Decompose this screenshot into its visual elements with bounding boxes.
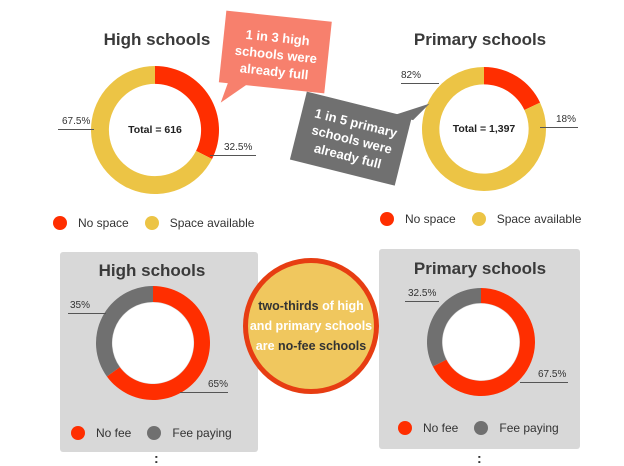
leader-line [401, 83, 439, 84]
pct-label-high-space-available: 67.5% [62, 116, 91, 127]
donut-slice-space-available [90, 66, 213, 194]
legend-label: Space available [169, 216, 255, 230]
donut-slice-no-space [484, 67, 541, 110]
legend-swatch [71, 426, 85, 440]
total-label-primary: Total = 1,397 [452, 123, 516, 135]
donut-slice-no-fee [432, 288, 535, 396]
legend-item-fee-paying: Fee paying [474, 421, 559, 435]
legend-item-space-available: Space available [471, 212, 582, 226]
callout-bubble-tail [393, 103, 430, 121]
legend-label: No fee [96, 426, 132, 440]
total-label-high: Total = 616 [128, 124, 182, 136]
legend-label: Space available [496, 212, 582, 226]
legend-swatch [147, 426, 162, 440]
legend-item-no-fee: No fee [398, 421, 458, 435]
legend-item-fee-paying: Fee paying [147, 426, 232, 440]
pct-label-high-no-space: 32.5% [224, 142, 253, 153]
legend-label: No space [78, 216, 129, 230]
donut-slice-no-space [155, 66, 219, 160]
legend-swatch [474, 421, 489, 435]
leader-line [210, 155, 256, 156]
donut-high-fee [96, 286, 210, 400]
donut-slice-no-fee [106, 286, 210, 400]
pct-label-primary-no-space: 18% [556, 114, 577, 125]
legend-label: Fee paying [499, 421, 559, 435]
callout-bubble-tail [220, 79, 252, 103]
leader-line [520, 382, 568, 383]
donut-slice-fee-paying [427, 288, 481, 367]
pct-label-high-fee-paying: 35% [70, 300, 91, 311]
pct-label-primary-fee-paying: 32.5% [408, 288, 437, 299]
chart-title-high-space: High schools [103, 30, 211, 49]
legend-label: Fee paying [172, 426, 232, 440]
legend-item-no-space: No space [53, 216, 129, 230]
legend-item-space-available: Space available [144, 216, 255, 230]
donut-high-space [90, 66, 219, 194]
summary-middle: of high and primary schools are [249, 299, 373, 353]
donut-hole [439, 84, 529, 174]
leader-line [58, 129, 94, 130]
pct-label-primary-space-available: 82% [401, 70, 422, 81]
summary-highlight-two-thirds: two-thirds [258, 299, 319, 313]
legend-swatch [398, 421, 412, 435]
legend-swatch [471, 212, 486, 226]
chart-title-primary-space: Primary schools [413, 30, 547, 49]
leader-line [180, 392, 228, 393]
callout-bubble-primary [289, 91, 430, 186]
legend-swatch [144, 216, 159, 230]
separator-mark: : [477, 450, 482, 466]
callout-bubble-body [289, 91, 412, 186]
summary-highlight-no-fee: no-fee schools [278, 339, 367, 353]
legend-primary-fee: No fee Fee paying [398, 421, 575, 435]
summary-circle: two-thirds of high and primary schools a… [243, 258, 379, 394]
summary-text: two-thirds of high and primary schools a… [248, 296, 374, 356]
legend-high-fee: No fee Fee paying [71, 426, 248, 440]
legend-item-no-space: No space [380, 212, 456, 226]
donut-hole [442, 303, 520, 381]
leader-line [405, 301, 439, 302]
chart-title-primary-fee: Primary schools [413, 259, 547, 278]
pct-label-high-no-fee: 65% [208, 379, 229, 390]
leader-line [540, 127, 578, 128]
donut-hole [112, 302, 194, 384]
legend-swatch [380, 212, 394, 226]
separator-mark: : [154, 450, 159, 466]
callout-bubble-body [218, 10, 332, 94]
pct-label-primary-no-fee: 67.5% [538, 369, 567, 380]
legend-primary-space: No space Space available [380, 212, 597, 226]
legend-high-space: No space Space available [53, 216, 270, 230]
donut-hole [109, 84, 201, 176]
legend-item-no-fee: No fee [71, 426, 131, 440]
donut-slice-fee-paying [96, 286, 153, 377]
donut-primary-space [422, 67, 546, 191]
legend-swatch [53, 216, 67, 230]
donut-primary-fee [427, 288, 535, 396]
legend-label: No fee [423, 421, 459, 435]
callout-bubble-high [218, 10, 332, 103]
chart-title-high-fee: High schools [98, 261, 206, 280]
legend-label: No space [405, 212, 456, 226]
leader-line [68, 313, 106, 314]
